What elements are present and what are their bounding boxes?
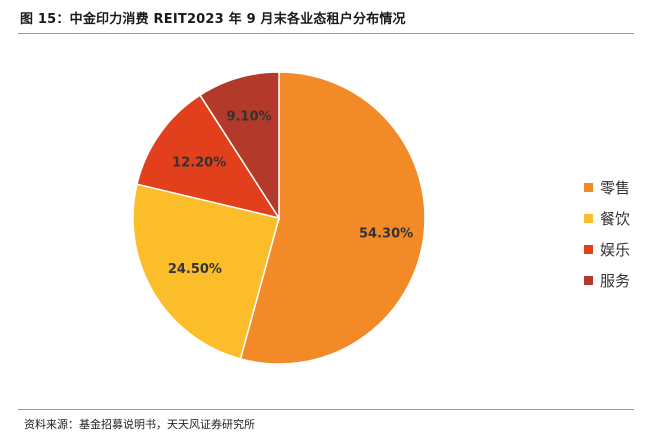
source-note: 资料来源：基金招募说明书，天天风证券研究所 [24, 418, 255, 431]
pie-slice-catering [132, 183, 280, 360]
legend-swatch-entertainment [584, 244, 593, 254]
legend-item-service: 服务 [584, 268, 630, 292]
pie-chart: 54.30% 24.50% 12.20% 9.10% [132, 71, 426, 365]
slice-label-catering: 24.50% [168, 262, 222, 277]
chart-legend: 零售 餐饮 娱乐 服务 [584, 175, 630, 299]
slice-label-service: 9.10% [226, 110, 271, 125]
legend-item-retail: 零售 [584, 175, 630, 199]
pie-slice-retail [239, 71, 426, 365]
legend-item-entertainment: 娱乐 [584, 237, 630, 261]
slice-label-entertainment: 12.20% [172, 155, 226, 170]
pie-slice-service [199, 71, 280, 221]
pie-slices [132, 71, 426, 365]
legend-swatch-service [584, 275, 593, 285]
legend-label-retail: 零售 [600, 178, 631, 197]
footer-divider [18, 409, 634, 410]
legend-swatch-retail [584, 182, 593, 192]
legend-label-service: 服务 [600, 271, 631, 290]
legend-swatch-catering [584, 213, 593, 223]
legend-label-catering: 餐饮 [600, 209, 631, 228]
legend-item-catering: 餐饮 [584, 206, 630, 230]
title-divider [18, 33, 634, 34]
legend-label-entertainment: 娱乐 [600, 240, 631, 259]
slice-label-retail: 54.30% [359, 226, 413, 241]
pie-slice-entertainment [136, 94, 281, 220]
slice-labels: 54.30% 24.50% 12.20% 9.10% [168, 110, 413, 277]
chart-title: 图 15：中金印力消费 REIT2023 年 9 月末各业态租户分布情况 [20, 12, 406, 27]
